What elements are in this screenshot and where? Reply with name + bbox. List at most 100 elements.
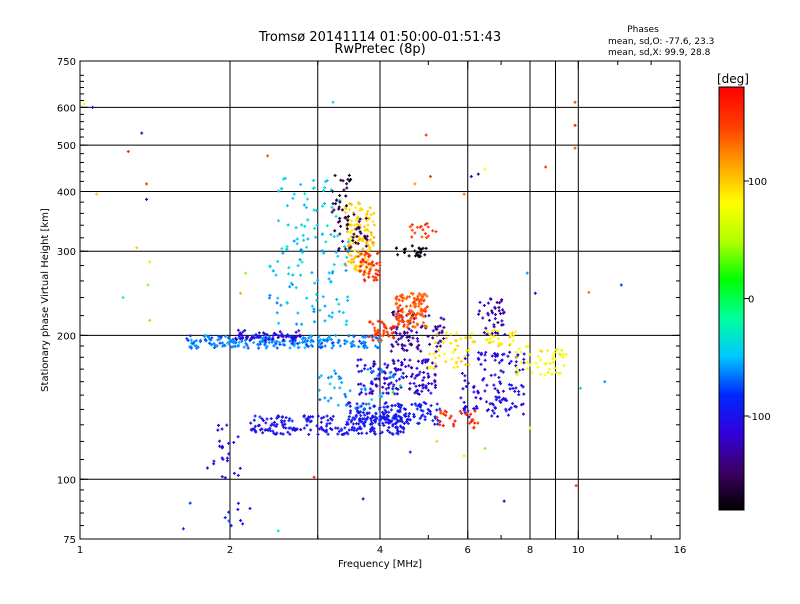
echo-point: [244, 342, 248, 346]
echo-point: [346, 218, 350, 222]
echo-point: [370, 260, 374, 264]
phases-o-stats: mean, sd,O: -77.6, 23.3: [608, 37, 714, 47]
echo-point: [389, 381, 393, 385]
echo-point: [254, 430, 258, 434]
echo-point: [509, 406, 513, 410]
echo-point: [344, 194, 348, 198]
echo-point: [395, 327, 399, 331]
echo-point: [358, 427, 362, 431]
echo-point: [410, 228, 414, 232]
echo-point: [442, 317, 446, 321]
echo-point: [562, 364, 566, 368]
echo-point: [307, 416, 311, 420]
echo-point: [339, 427, 343, 431]
echo-point: [455, 331, 459, 335]
echo-point: [318, 398, 322, 402]
echo-point: [453, 419, 457, 423]
chart-title: Tromsø 20141114 01:50:00-01:51:43: [258, 30, 501, 45]
axis-ticks: [79, 60, 681, 540]
echo-point: [496, 336, 500, 340]
x-axis-label: Frequency [MHz]: [338, 559, 422, 570]
echo-point: [282, 425, 286, 429]
echo-point: [298, 258, 302, 262]
echo-point: [294, 226, 298, 230]
echo-point: [246, 346, 250, 350]
echo-point: [369, 390, 373, 394]
echo-point: [319, 374, 323, 378]
echo-point: [353, 257, 357, 261]
echo-point: [476, 391, 480, 395]
echo-point: [489, 340, 493, 344]
echo-point: [346, 244, 350, 248]
echo-point: [422, 376, 426, 380]
echo-point: [414, 374, 418, 378]
echo-point: [413, 299, 417, 303]
echo-point: [290, 342, 294, 346]
echo-point: [539, 372, 543, 376]
echo-point: [216, 428, 220, 432]
echo-point: [462, 454, 466, 458]
echo-point: [397, 314, 401, 318]
echo-point: [262, 331, 266, 335]
echo-point: [358, 339, 362, 343]
echo-point: [492, 323, 496, 327]
echo-point: [148, 260, 152, 264]
echo-point: [204, 339, 208, 343]
echo-point: [517, 390, 521, 394]
echo-point: [399, 385, 403, 389]
echo-point: [327, 334, 331, 338]
echo-point: [359, 404, 363, 408]
echo-point: [295, 242, 299, 246]
echo-point: [242, 345, 246, 349]
echo-point: [472, 426, 476, 430]
echo-point: [274, 332, 278, 336]
echo-point: [236, 435, 240, 439]
echo-point: [369, 387, 373, 391]
echo-point: [493, 373, 497, 377]
echo-point: [216, 338, 220, 342]
echo-point: [349, 177, 353, 181]
echo-point: [393, 403, 397, 407]
echo-point: [558, 371, 562, 375]
echo-point: [370, 380, 374, 384]
echo-point: [477, 309, 481, 313]
echo-point: [493, 406, 497, 410]
echo-point: [236, 473, 240, 477]
echo-point: [371, 244, 375, 248]
echo-point: [552, 351, 556, 355]
echo-point: [462, 408, 466, 412]
echo-point: [227, 510, 231, 514]
echo-point: [371, 275, 375, 279]
echo-point: [323, 396, 327, 400]
echo-point: [401, 430, 405, 434]
echo-point: [314, 209, 318, 213]
echo-point: [287, 335, 291, 339]
echo-point: [362, 384, 366, 388]
echo-point: [283, 422, 287, 426]
echo-point: [396, 322, 400, 326]
echo-point: [237, 343, 241, 347]
echo-point: [473, 421, 477, 425]
echo-point: [280, 332, 284, 336]
echo-point: [365, 238, 369, 242]
echo-point: [338, 232, 342, 236]
echo-point: [368, 267, 372, 271]
echo-point: [396, 342, 400, 346]
echo-point: [561, 355, 565, 359]
echo-point: [305, 245, 309, 249]
echo-point: [336, 234, 340, 238]
echo-point: [391, 335, 395, 339]
echo-point: [506, 354, 510, 358]
echo-point: [338, 216, 342, 220]
echo-point: [319, 425, 323, 429]
echo-point: [419, 293, 423, 297]
echo-point: [280, 415, 284, 419]
echo-point: [95, 192, 99, 196]
echo-point: [240, 339, 244, 343]
echo-point: [239, 518, 243, 522]
echo-point: [383, 401, 387, 405]
echo-point: [126, 149, 130, 153]
echo-point: [360, 369, 364, 373]
echo-point: [282, 338, 286, 342]
echo-point: [470, 332, 474, 336]
